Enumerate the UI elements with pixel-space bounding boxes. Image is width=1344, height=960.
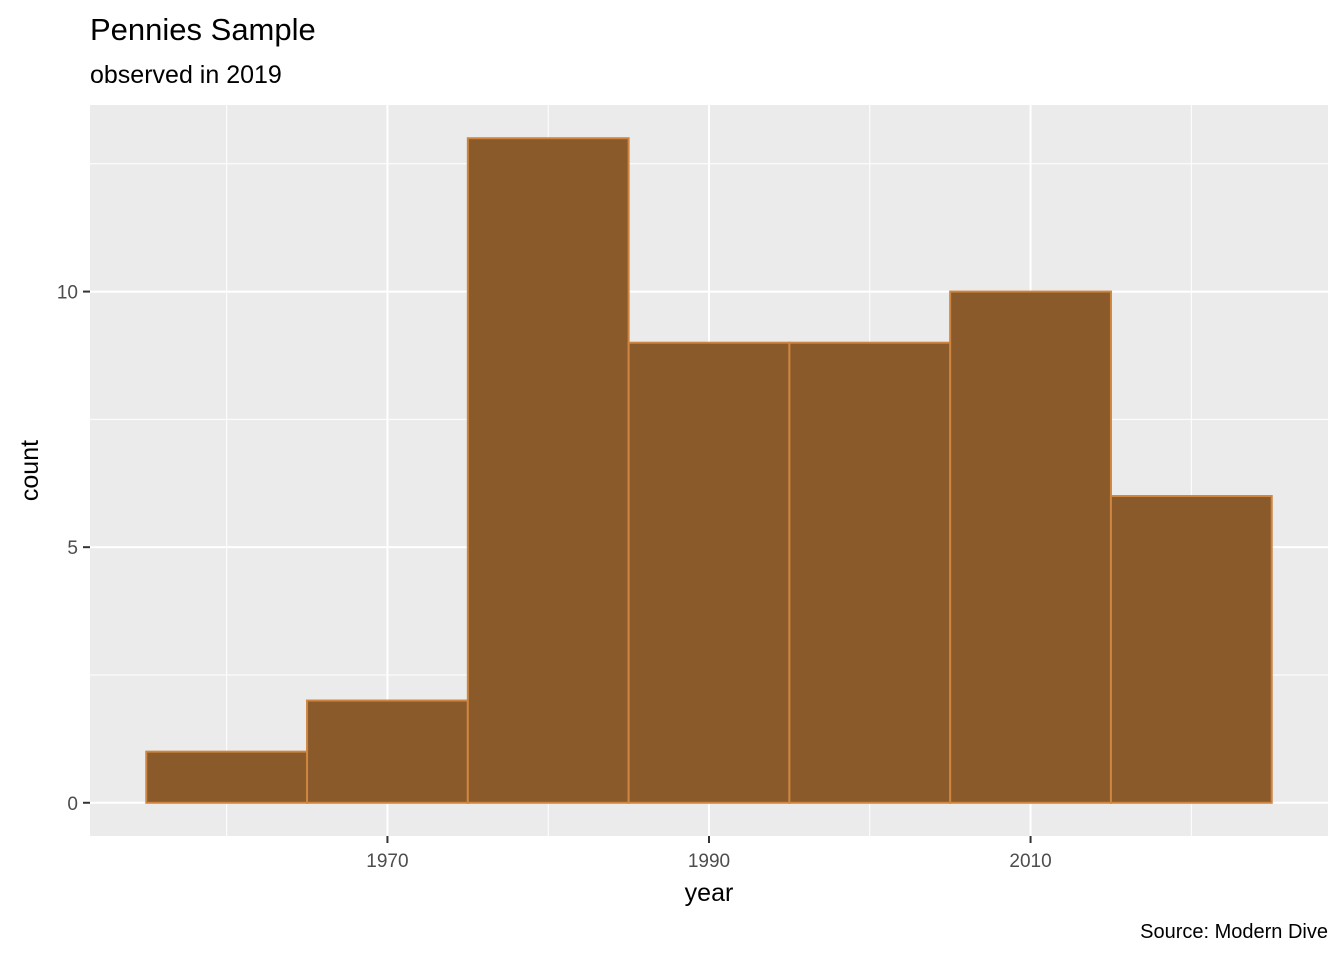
x-axis-title: year [685, 879, 734, 907]
histogram-bar [306, 699, 469, 804]
histogram-bar [1109, 495, 1273, 804]
chart-subtitle: observed in 2019 [90, 61, 282, 89]
x-tick-label: 2010 [1009, 851, 1051, 872]
x-tick-label: 1990 [688, 851, 730, 872]
y-tick-label: 0 [67, 794, 78, 815]
y-tick-label: 5 [67, 538, 78, 559]
histogram-bars [145, 137, 1273, 804]
histogram-bar [145, 750, 309, 804]
y-axis-title: count [16, 440, 44, 501]
histogram-bar [949, 290, 1112, 804]
y-tick-label: 10 [57, 283, 78, 304]
histogram-bar [627, 341, 791, 804]
x-tick-label: 1970 [366, 851, 408, 872]
chart-caption: Source: Modern Dive [1140, 921, 1328, 943]
chart-title: Pennies Sample [90, 12, 316, 47]
histogram-bar [466, 137, 630, 804]
histogram-bar [788, 341, 952, 804]
tick-labels: 1970 1990 2010 0 5 10 [57, 283, 1052, 872]
axis-ticks [83, 290, 1032, 843]
